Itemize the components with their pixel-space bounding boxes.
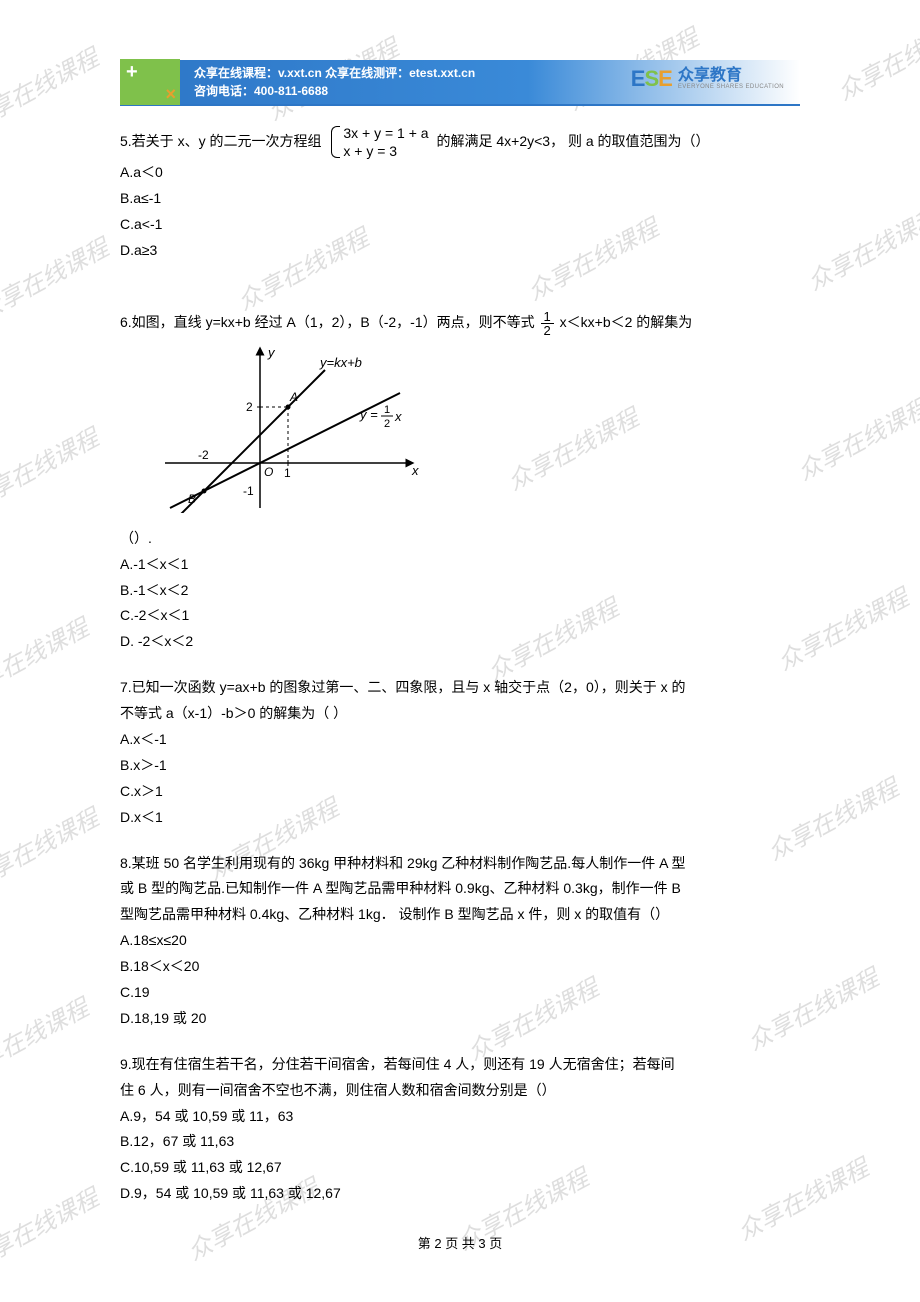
xtick-n2: -2 <box>198 448 209 462</box>
point-b <box>202 488 207 493</box>
label-a: A <box>289 390 298 404</box>
q9-l2: 住 6 人，则有一间宿舍不空也不满，则住宿人数和宿舍间数分别是（） <box>120 1078 800 1104</box>
q7-l2: 不等式 a（x-1）-b＞0 的解集为（ ） <box>120 701 800 727</box>
q6-frac-den: 2 <box>541 324 554 337</box>
axis-x-label: x <box>411 463 419 478</box>
q6-opt-d: D. -2＜x＜2 <box>120 629 800 655</box>
q7-opt-c: C.x＞1 <box>120 779 800 805</box>
q6-frac-num: 1 <box>541 310 554 324</box>
q6-line: 6.如图，直线 y=kx+b 经过 A（1，2），B（-2，-1）两点，则不等式 <box>120 314 535 330</box>
question-6: 6.如图，直线 y=kx+b 经过 A（1，2），B（-2，-1）两点，则不等式… <box>120 310 800 655</box>
q6-graph-svg: x y O 2 -1 -2 1 <box>150 343 430 513</box>
q7-opt-b: B.x＞-1 <box>120 753 800 779</box>
question-5: 5.若关于 x、y 的二元一次方程组 3x + y = 1 + a x + y … <box>120 124 800 264</box>
q6-opt-a: A.-1＜x＜1 <box>120 552 800 578</box>
q5-sys-eq1: 3x + y = 1 + a <box>343 124 428 142</box>
q8-l2: 或 B 型的陶艺品.已知制作一件 A 型陶艺品需甲种材料 0.9kg、乙种材料 … <box>120 876 800 902</box>
q5-prefix: 5.若关于 x、y 的二元一次方程组 <box>120 133 321 149</box>
ytick-2: 2 <box>246 400 253 414</box>
page-footer: 第 2 页 共 3 页 <box>120 1233 800 1252</box>
q9-opt-d: D.9，54 或 10,59 或 11,63 或 12,67 <box>120 1181 800 1207</box>
question-7: 7.已知一次函数 y=ax+b 的图象过第一、二、四象限，且与 x 轴交于点（2… <box>120 675 800 830</box>
q5-equation-system: 3x + y = 1 + a x + y = 3 <box>329 124 428 160</box>
q9-opt-b: B.12，67 或 11,63 <box>120 1129 800 1155</box>
label-kxb: y=kx+b <box>319 355 362 370</box>
q6-graph: x y O 2 -1 -2 1 <box>150 343 800 522</box>
q6-opt-b: B.-1＜x＜2 <box>120 578 800 604</box>
q5-sys-eq2: x + y = 3 <box>343 142 428 160</box>
xtick-1: 1 <box>284 466 291 480</box>
q5-options: A.a＜0 B.a≤-1 C.a<-1 D.a≥3 <box>120 160 800 264</box>
ytick-n1: -1 <box>243 484 254 498</box>
origin-label: O <box>264 465 273 479</box>
logo-mark: ESE <box>631 66 672 92</box>
q8-l1: 8.某班 50 名学生利用现有的 36kg 甲种材料和 29kg 乙种材料制作陶… <box>120 851 800 877</box>
q5-suffix: 的解满足 4x+2y<3， 则 a 的取值范围为（） <box>436 133 709 149</box>
question-9: 9.现在有住宿生若干名，分住若干间宿舍，若每间住 4 人，则还有 19 人无宿舍… <box>120 1052 800 1207</box>
q7-opt-a: A.x＜-1 <box>120 727 800 753</box>
label-halfx-post: x <box>394 409 402 424</box>
q5-opt-b: B.a≤-1 <box>120 186 800 212</box>
q6-paren: （）. <box>120 530 152 546</box>
q6-opt-c: C.-2＜x＜1 <box>120 603 800 629</box>
q8-opt-a: A.18≤x≤20 <box>120 928 800 954</box>
q9-opt-a: A.9，54 或 10,59 或 11，63 <box>120 1104 800 1130</box>
point-a <box>286 404 291 409</box>
q8-opt-b: B.18＜x＜20 <box>120 954 800 980</box>
q8-options: A.18≤x≤20 B.18＜x＜20 C.19 D.18,19 或 20 <box>120 928 800 1032</box>
header-deco-icon <box>120 59 180 105</box>
label-halfx-num: 1 <box>384 404 390 416</box>
q9-opt-c: C.10,59 或 11,63 或 12,67 <box>120 1155 800 1181</box>
label-halfx-den: 2 <box>384 418 390 430</box>
q7-opt-d: D.x＜1 <box>120 805 800 831</box>
logo-cn: 众享教育 <box>678 68 784 84</box>
content: 5.若关于 x、y 的二元一次方程组 3x + y = 1 + a x + y … <box>120 124 800 1207</box>
q5-opt-c: C.a<-1 <box>120 212 800 238</box>
header-text: 众享在线课程：v.xxt.cn 众享在线测评：etest.xxt.cn 咨询电话… <box>194 64 475 100</box>
q6-line-tail: x＜kx+b＜2 的解集为 <box>560 314 693 330</box>
q6-options: A.-1＜x＜1 B.-1＜x＜2 C.-2＜x＜1 D. -2＜x＜2 <box>120 552 800 656</box>
header-line2: 咨询电话：400-811-6688 <box>194 82 475 100</box>
question-8: 8.某班 50 名学生利用现有的 36kg 甲种材料和 29kg 乙种材料制作陶… <box>120 851 800 1032</box>
q6-fraction: 1 2 <box>541 310 554 337</box>
page-container: 众享在线课程：v.xxt.cn 众享在线测评：etest.xxt.cn 咨询电话… <box>0 0 920 1282</box>
q5-opt-a: A.a＜0 <box>120 160 800 186</box>
logo-sub: EVERYONE SHARES EDUCATION <box>678 84 784 90</box>
q7-options: A.x＜-1 B.x＞-1 C.x＞1 D.x＜1 <box>120 727 800 831</box>
label-halfx-pre: y = <box>359 407 378 422</box>
q8-opt-c: C.19 <box>120 980 800 1006</box>
q7-l1: 7.已知一次函数 y=ax+b 的图象过第一、二、四象限，且与 x 轴交于点（2… <box>120 675 800 701</box>
q8-opt-d: D.18,19 或 20 <box>120 1006 800 1032</box>
header-logo: ESE 众享教育 EVERYONE SHARES EDUCATION <box>631 66 784 92</box>
q9-options: A.9，54 或 10,59 或 11，63 B.12，67 或 11,63 C… <box>120 1104 800 1208</box>
axis-y-label: y <box>267 345 276 360</box>
label-b: B <box>188 492 196 506</box>
q8-l3: 型陶艺品需甲种材料 0.4kg、乙种材料 1kg． 设制作 B 型陶艺品 x 件… <box>120 902 800 928</box>
q5-opt-d: D.a≥3 <box>120 238 800 264</box>
header-line1: 众享在线课程：v.xxt.cn 众享在线测评：etest.xxt.cn <box>194 64 475 82</box>
q9-l1: 9.现在有住宿生若干名，分住若干间宿舍，若每间住 4 人，则还有 19 人无宿舍… <box>120 1052 800 1078</box>
header-banner: 众享在线课程：v.xxt.cn 众享在线测评：etest.xxt.cn 咨询电话… <box>120 60 800 106</box>
